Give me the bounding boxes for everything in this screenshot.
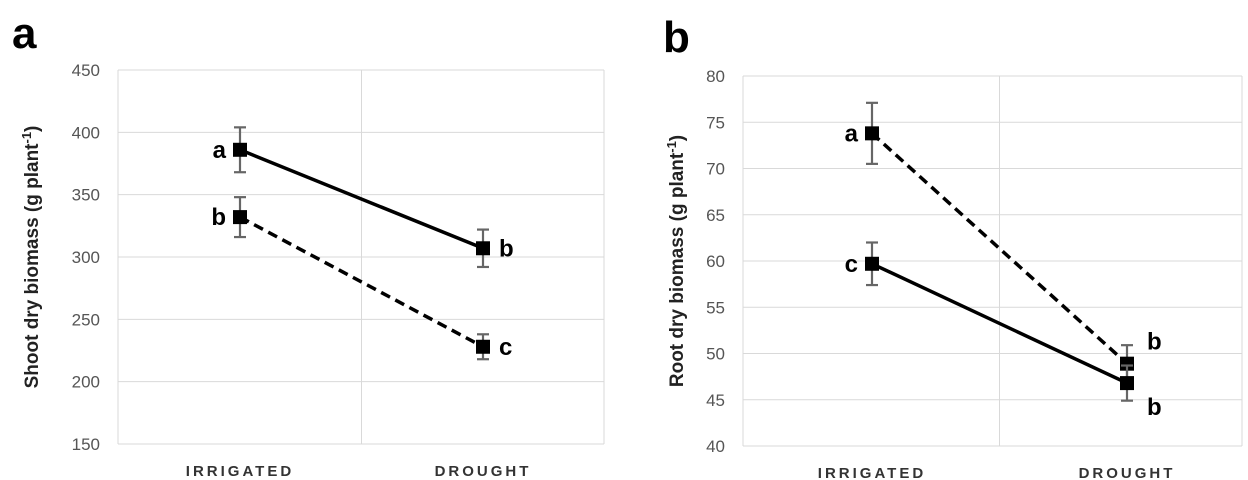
panel-letter: b	[663, 13, 690, 62]
y-tick-label: 80	[706, 67, 725, 86]
significance-letter: c	[499, 334, 512, 361]
y-tick-label: 60	[706, 252, 725, 271]
panel-letter: a	[12, 9, 37, 58]
x-category-label: IRRIGATED	[186, 463, 294, 480]
x-category-label: IRRIGATED	[818, 465, 926, 480]
data-point-marker	[1120, 356, 1134, 371]
significance-letter: b	[211, 204, 226, 231]
y-tick-label: 400	[72, 123, 100, 142]
y-axis-label: Shoot dry biomass (g plant-1)	[19, 126, 44, 389]
significance-letter: a	[213, 137, 227, 164]
y-tick-label: 200	[72, 373, 100, 392]
series-line-dashed	[239, 215, 484, 349]
data-point-marker	[1120, 376, 1134, 391]
y-tick-label: 65	[706, 206, 725, 225]
significance-letter: b	[1147, 394, 1162, 421]
y-tick-label: 450	[72, 61, 100, 80]
data-point-marker	[865, 126, 879, 141]
panel-a: a 150 200 250 300 350 400 450 IRRIGATED DROUGHT Sh…	[12, 9, 605, 480]
y-tick-label: 50	[706, 345, 725, 364]
significance-letter: b	[499, 235, 514, 262]
series-line-solid	[871, 262, 1128, 385]
significance-letter: b	[1147, 329, 1162, 356]
data-point-marker	[476, 339, 490, 354]
y-tick-label: 75	[706, 113, 725, 132]
y-tick-label: 350	[72, 186, 100, 205]
y-tick-label: 250	[72, 310, 100, 329]
significance-letter: a	[845, 120, 859, 147]
y-tick-label: 55	[706, 298, 725, 317]
y-tick-label: 70	[706, 160, 725, 179]
y-tick-label: 45	[706, 391, 725, 410]
y-axis-label: Root dry biomass (g plant-1)	[664, 135, 689, 387]
y-tick-label: 40	[706, 437, 725, 456]
significance-letter: c	[845, 251, 858, 278]
y-tick-label: 300	[72, 248, 100, 267]
series-line-dashed	[870, 132, 1129, 365]
data-point-marker	[233, 210, 247, 225]
data-point-marker	[865, 256, 879, 271]
x-category-label: DROUGHT	[1079, 465, 1176, 480]
panel-b: b 40 45 50 55 60 65 70 75 80 IRRIGATED DROUGHT Root …	[663, 13, 1243, 480]
x-category-label: DROUGHT	[435, 463, 532, 480]
data-point-marker	[233, 142, 247, 157]
y-tick-label: 150	[72, 435, 100, 454]
series-line-solid	[239, 148, 484, 250]
data-point-marker	[476, 241, 490, 256]
